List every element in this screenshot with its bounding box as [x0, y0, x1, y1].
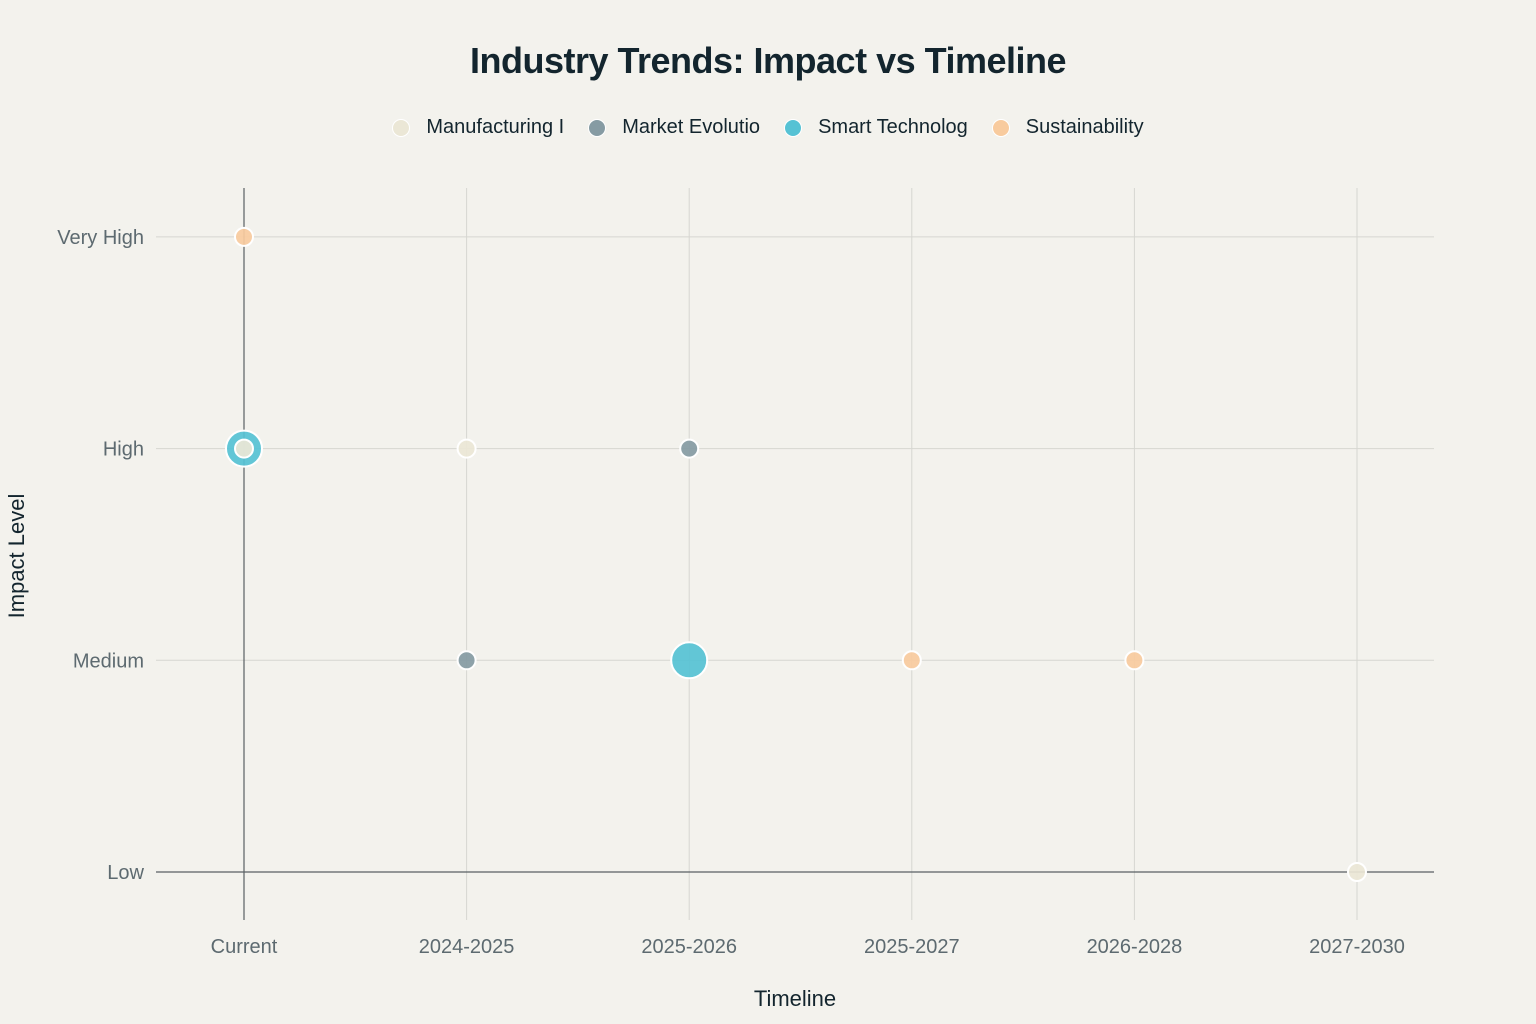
grid-layer	[156, 188, 1434, 920]
data-point	[901, 650, 922, 671]
x-tick-label: Current	[211, 936, 278, 958]
legend-swatch-market	[588, 118, 607, 137]
legend-swatch-manufacturing	[392, 118, 411, 137]
axis-layer	[156, 188, 1434, 920]
legend-label-sustainability: Sustainability	[1025, 116, 1144, 138]
x-tick-label: 2025-2027	[864, 936, 960, 958]
y-tick-label: High	[103, 439, 144, 461]
label-layer: Current 2024-2025 2025-2026 2025-2027 2026-2…	[57, 227, 1405, 958]
x-axis-title: Timeline	[754, 986, 836, 1011]
data-point	[679, 438, 700, 459]
y-axis-title: Impact Level	[4, 494, 29, 619]
x-tick-label: 2027-2030	[1309, 936, 1405, 958]
data-point	[234, 438, 254, 459]
data-point	[1347, 862, 1367, 882]
y-tick-label: Medium	[73, 650, 144, 672]
legend-item-sustainability[interactable]: Sustainability	[991, 116, 1144, 139]
data-point	[670, 641, 709, 680]
legend-label-market: Market Evolutio	[622, 116, 761, 138]
legend-swatch-sustainability	[991, 118, 1010, 137]
legend: Manufacturing I Market Evolutio Smart Te…	[0, 116, 1536, 139]
legend-item-manufacturing[interactable]: Manufacturing I	[392, 116, 564, 139]
data-point	[456, 650, 477, 671]
data-point	[1124, 650, 1145, 671]
point-layer	[225, 226, 1367, 882]
y-tick-label: Low	[107, 862, 144, 884]
x-tick-label: 2026-2028	[1087, 936, 1183, 958]
y-tick-label: Very High	[57, 227, 144, 249]
legend-label-smart-tech: Smart Technolog	[818, 116, 968, 138]
chart-title: Industry Trends: Impact vs Timeline	[469, 40, 1067, 81]
legend-item-market[interactable]: Market Evolutio	[588, 116, 760, 139]
x-tick-label: 2025-2026	[641, 936, 737, 958]
data-point	[234, 226, 254, 247]
x-tick-label: 2024-2025	[419, 936, 515, 958]
legend-swatch-smart-tech	[784, 118, 803, 137]
data-point	[456, 438, 477, 459]
legend-label-manufacturing: Manufacturing I	[426, 116, 565, 138]
legend-item-smart-tech[interactable]: Smart Technolog	[784, 116, 968, 139]
